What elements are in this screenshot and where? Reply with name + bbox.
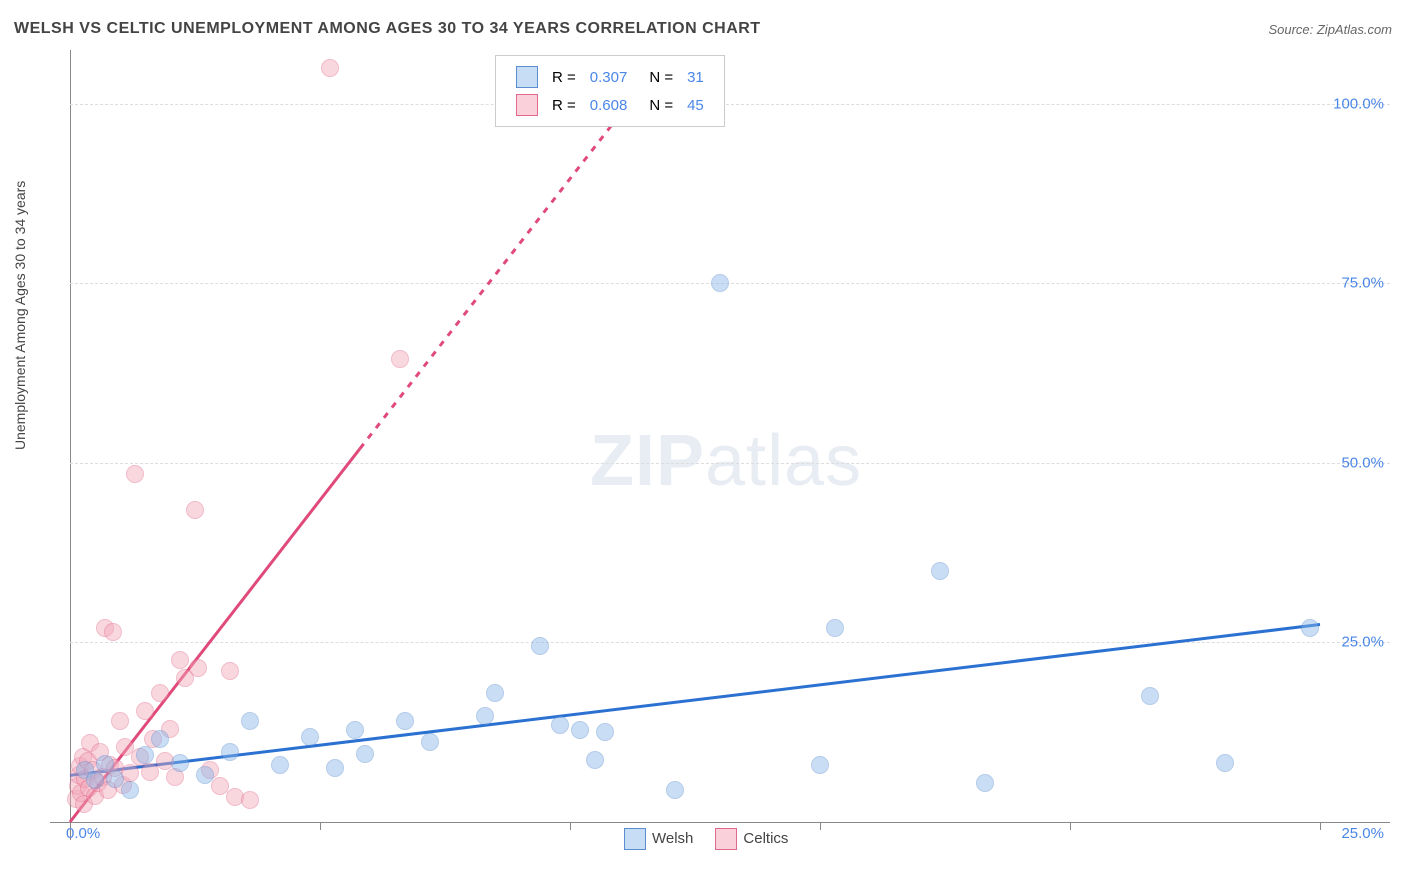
scatter-point-celtics [104,623,122,641]
grid-line [70,283,1390,284]
scatter-point-welsh [356,745,374,763]
scatter-point-welsh [486,684,504,702]
stats-legend: R = 0.307N = 31 R = 0.608N = 45 [495,55,725,127]
y-axis-line [70,50,71,840]
scatter-point-welsh [421,733,439,751]
scatter-point-welsh [171,754,189,772]
chart-plot-area: ZIPatlas 25.0% 50.0% 75.0% 100.0% 0.0% 25.0% [50,50,1390,840]
scatter-point-welsh [811,756,829,774]
y-tick-label: 50.0% [1341,454,1384,471]
scatter-point-welsh [976,774,994,792]
scatter-point-welsh [531,637,549,655]
scatter-point-celtics [136,702,154,720]
scatter-point-welsh [396,712,414,730]
watermark: ZIPatlas [590,420,862,502]
chart-title: WELSH VS CELTIC UNEMPLOYMENT AMONG AGES … [14,20,761,38]
legend-n-value: 45 [681,92,710,118]
scatter-point-welsh [326,759,344,777]
scatter-point-welsh [271,756,289,774]
scatter-point-welsh [586,751,604,769]
legend-item-label: Celtics [743,830,788,847]
scatter-point-celtics [391,350,409,368]
scatter-point-welsh [711,274,729,292]
y-tick-label: 75.0% [1341,275,1384,292]
scatter-point-welsh [196,766,214,784]
scatter-point-celtics [186,501,204,519]
scatter-point-welsh [86,771,104,789]
legend-n-value: 31 [681,64,710,90]
scatter-point-welsh [1301,619,1319,637]
scatter-point-celtics [321,59,339,77]
scatter-point-welsh [596,723,614,741]
legend-r-value: 0.307 [584,64,634,90]
scatter-point-celtics [241,791,259,809]
scatter-point-celtics [171,651,189,669]
legend-swatch [516,94,538,116]
y-tick-label: 100.0% [1333,95,1384,112]
watermark-atlas: atlas [705,421,862,501]
legend-swatch [516,66,538,88]
scatter-point-welsh [1141,687,1159,705]
legend-swatch [624,828,646,850]
scatter-point-welsh [121,781,139,799]
grid-line [70,642,1390,643]
scatter-point-welsh [346,721,364,739]
x-tick-mark [820,822,821,830]
x-tick-label-max: 25.0% [1341,825,1384,842]
scatter-point-welsh [931,562,949,580]
x-tick-mark [320,822,321,830]
x-tick-mark [1320,822,1321,830]
scatter-point-celtics [126,465,144,483]
scatter-point-welsh [551,716,569,734]
grid-line [70,463,1390,464]
scatter-point-celtics [221,662,239,680]
x-tick-mark [1070,822,1071,830]
y-tick-label: 25.0% [1341,634,1384,651]
scatter-point-welsh [571,721,589,739]
legend-r-label: R = [546,64,582,90]
grid-line [70,104,1390,105]
scatter-point-celtics [111,712,129,730]
watermark-zip: ZIP [590,421,705,501]
scatter-point-welsh [301,728,319,746]
legend-item-label: Welsh [652,830,693,847]
legend-r-label: R = [546,92,582,118]
x-axis-line [50,822,1390,823]
y-axis-label: Unemployment Among Ages 30 to 34 years [12,181,28,450]
scatter-point-welsh [666,781,684,799]
scatter-point-welsh [1216,754,1234,772]
x-tick-mark [570,822,571,830]
legend-swatch [715,828,737,850]
scatter-point-welsh [136,746,154,764]
legend-n-label: N = [635,64,679,90]
source-label: Source: ZipAtlas.com [1268,22,1392,37]
scatter-point-welsh [151,730,169,748]
series-legend: Welsh Celtics [610,828,796,850]
scatter-point-welsh [476,707,494,725]
legend-r-value: 0.608 [584,92,634,118]
scatter-point-celtics [189,659,207,677]
scatter-point-welsh [241,712,259,730]
scatter-point-celtics [151,684,169,702]
legend-n-label: N = [635,92,679,118]
x-tick-label-min: 0.0% [66,825,100,842]
scatter-point-welsh [221,743,239,761]
scatter-point-welsh [826,619,844,637]
